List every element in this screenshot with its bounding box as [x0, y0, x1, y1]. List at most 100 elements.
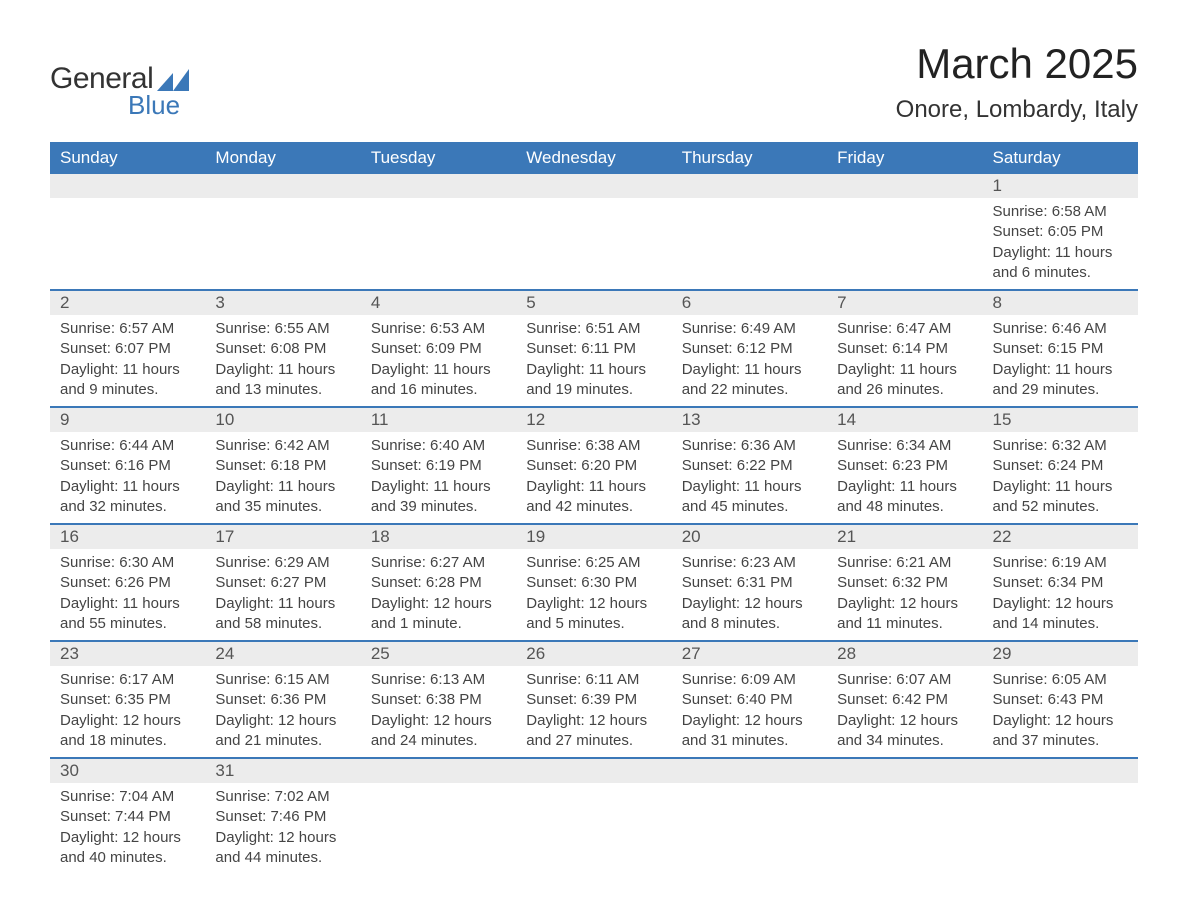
day-number — [361, 759, 516, 783]
daylight-text: Daylight: 12 hours and 5 minutes. — [526, 594, 661, 635]
day-number: 9 — [50, 408, 205, 432]
calendar-week-row: 2Sunrise: 6:57 AMSunset: 6:07 PMDaylight… — [50, 290, 1138, 407]
day-content — [672, 783, 827, 793]
day-number — [672, 759, 827, 783]
day-content: Sunrise: 7:02 AMSunset: 7:46 PMDaylight:… — [205, 783, 360, 874]
day-content: Sunrise: 6:09 AMSunset: 6:40 PMDaylight:… — [672, 666, 827, 757]
day-content — [205, 198, 360, 208]
daylight-text: Daylight: 12 hours and 1 minute. — [371, 594, 506, 635]
calendar-table: SundayMondayTuesdayWednesdayThursdayFrid… — [50, 142, 1138, 874]
day-number: 7 — [827, 291, 982, 315]
calendar-day-cell: 31Sunrise: 7:02 AMSunset: 7:46 PMDayligh… — [205, 758, 360, 874]
day-header-row: SundayMondayTuesdayWednesdayThursdayFrid… — [50, 142, 1138, 174]
day-content — [516, 783, 671, 793]
logo: General Blue — [50, 62, 189, 121]
calendar-day-cell — [516, 758, 671, 874]
day-content: Sunrise: 6:34 AMSunset: 6:23 PMDaylight:… — [827, 432, 982, 523]
day-number: 8 — [983, 291, 1138, 315]
sunset-text: Sunset: 6:12 PM — [682, 339, 817, 359]
day-content: Sunrise: 6:36 AMSunset: 6:22 PMDaylight:… — [672, 432, 827, 523]
sunrise-text: Sunrise: 6:53 AM — [371, 319, 506, 339]
day-header: Monday — [205, 142, 360, 174]
sunrise-text: Sunrise: 6:55 AM — [215, 319, 350, 339]
daylight-text: Daylight: 11 hours and 42 minutes. — [526, 477, 661, 518]
calendar-day-cell: 30Sunrise: 7:04 AMSunset: 7:44 PMDayligh… — [50, 758, 205, 874]
day-number: 31 — [205, 759, 360, 783]
day-number: 17 — [205, 525, 360, 549]
day-content — [361, 783, 516, 793]
calendar-day-cell: 15Sunrise: 6:32 AMSunset: 6:24 PMDayligh… — [983, 407, 1138, 524]
daylight-text: Daylight: 11 hours and 6 minutes. — [993, 243, 1128, 284]
day-number: 21 — [827, 525, 982, 549]
day-content: Sunrise: 6:30 AMSunset: 6:26 PMDaylight:… — [50, 549, 205, 640]
daylight-text: Daylight: 11 hours and 13 minutes. — [215, 360, 350, 401]
day-number: 16 — [50, 525, 205, 549]
calendar-week-row: 16Sunrise: 6:30 AMSunset: 6:26 PMDayligh… — [50, 524, 1138, 641]
day-number: 3 — [205, 291, 360, 315]
daylight-text: Daylight: 12 hours and 21 minutes. — [215, 711, 350, 752]
day-content: Sunrise: 6:55 AMSunset: 6:08 PMDaylight:… — [205, 315, 360, 406]
calendar-day-cell: 17Sunrise: 6:29 AMSunset: 6:27 PMDayligh… — [205, 524, 360, 641]
day-content: Sunrise: 6:21 AMSunset: 6:32 PMDaylight:… — [827, 549, 982, 640]
calendar-day-cell: 10Sunrise: 6:42 AMSunset: 6:18 PMDayligh… — [205, 407, 360, 524]
daylight-text: Daylight: 11 hours and 45 minutes. — [682, 477, 817, 518]
calendar-body: 1Sunrise: 6:58 AMSunset: 6:05 PMDaylight… — [50, 174, 1138, 874]
day-content: Sunrise: 6:58 AMSunset: 6:05 PMDaylight:… — [983, 198, 1138, 289]
day-content — [672, 198, 827, 208]
sunrise-text: Sunrise: 6:47 AM — [837, 319, 972, 339]
sunset-text: Sunset: 6:05 PM — [993, 222, 1128, 242]
sunset-text: Sunset: 6:24 PM — [993, 456, 1128, 476]
day-content: Sunrise: 6:32 AMSunset: 6:24 PMDaylight:… — [983, 432, 1138, 523]
day-number — [672, 174, 827, 198]
day-number — [827, 759, 982, 783]
sunset-text: Sunset: 6:23 PM — [837, 456, 972, 476]
title-block: March 2025 Onore, Lombardy, Italy — [896, 40, 1138, 124]
day-number: 14 — [827, 408, 982, 432]
sunset-text: Sunset: 6:38 PM — [371, 690, 506, 710]
day-number — [205, 174, 360, 198]
day-content — [50, 198, 205, 208]
day-number: 15 — [983, 408, 1138, 432]
daylight-text: Daylight: 11 hours and 48 minutes. — [837, 477, 972, 518]
sunset-text: Sunset: 6:27 PM — [215, 573, 350, 593]
sunset-text: Sunset: 6:09 PM — [371, 339, 506, 359]
sunrise-text: Sunrise: 6:13 AM — [371, 670, 506, 690]
calendar-day-cell — [516, 174, 671, 290]
sunset-text: Sunset: 6:18 PM — [215, 456, 350, 476]
day-content: Sunrise: 6:49 AMSunset: 6:12 PMDaylight:… — [672, 315, 827, 406]
day-number: 6 — [672, 291, 827, 315]
daylight-text: Daylight: 11 hours and 9 minutes. — [60, 360, 195, 401]
day-number: 11 — [361, 408, 516, 432]
calendar-day-cell — [827, 758, 982, 874]
calendar-day-cell: 8Sunrise: 6:46 AMSunset: 6:15 PMDaylight… — [983, 290, 1138, 407]
sunrise-text: Sunrise: 6:49 AM — [682, 319, 817, 339]
day-number: 29 — [983, 642, 1138, 666]
day-number — [50, 174, 205, 198]
sunset-text: Sunset: 6:32 PM — [837, 573, 972, 593]
calendar-day-cell: 18Sunrise: 6:27 AMSunset: 6:28 PMDayligh… — [361, 524, 516, 641]
daylight-text: Daylight: 12 hours and 18 minutes. — [60, 711, 195, 752]
sunrise-text: Sunrise: 6:58 AM — [993, 202, 1128, 222]
day-number: 26 — [516, 642, 671, 666]
calendar-week-row: 30Sunrise: 7:04 AMSunset: 7:44 PMDayligh… — [50, 758, 1138, 874]
sunrise-text: Sunrise: 6:46 AM — [993, 319, 1128, 339]
sunrise-text: Sunrise: 6:17 AM — [60, 670, 195, 690]
day-content: Sunrise: 6:29 AMSunset: 6:27 PMDaylight:… — [205, 549, 360, 640]
sunrise-text: Sunrise: 6:44 AM — [60, 436, 195, 456]
sunrise-text: Sunrise: 6:34 AM — [837, 436, 972, 456]
sunset-text: Sunset: 6:30 PM — [526, 573, 661, 593]
daylight-text: Daylight: 11 hours and 52 minutes. — [993, 477, 1128, 518]
day-content: Sunrise: 6:15 AMSunset: 6:36 PMDaylight:… — [205, 666, 360, 757]
day-content: Sunrise: 6:17 AMSunset: 6:35 PMDaylight:… — [50, 666, 205, 757]
calendar-day-cell: 3Sunrise: 6:55 AMSunset: 6:08 PMDaylight… — [205, 290, 360, 407]
day-content: Sunrise: 6:51 AMSunset: 6:11 PMDaylight:… — [516, 315, 671, 406]
sunset-text: Sunset: 6:36 PM — [215, 690, 350, 710]
calendar-day-cell: 11Sunrise: 6:40 AMSunset: 6:19 PMDayligh… — [361, 407, 516, 524]
day-number — [827, 174, 982, 198]
daylight-text: Daylight: 12 hours and 31 minutes. — [682, 711, 817, 752]
sunset-text: Sunset: 6:11 PM — [526, 339, 661, 359]
calendar-day-cell: 1Sunrise: 6:58 AMSunset: 6:05 PMDaylight… — [983, 174, 1138, 290]
daylight-text: Daylight: 11 hours and 19 minutes. — [526, 360, 661, 401]
daylight-text: Daylight: 11 hours and 35 minutes. — [215, 477, 350, 518]
day-content: Sunrise: 6:42 AMSunset: 6:18 PMDaylight:… — [205, 432, 360, 523]
